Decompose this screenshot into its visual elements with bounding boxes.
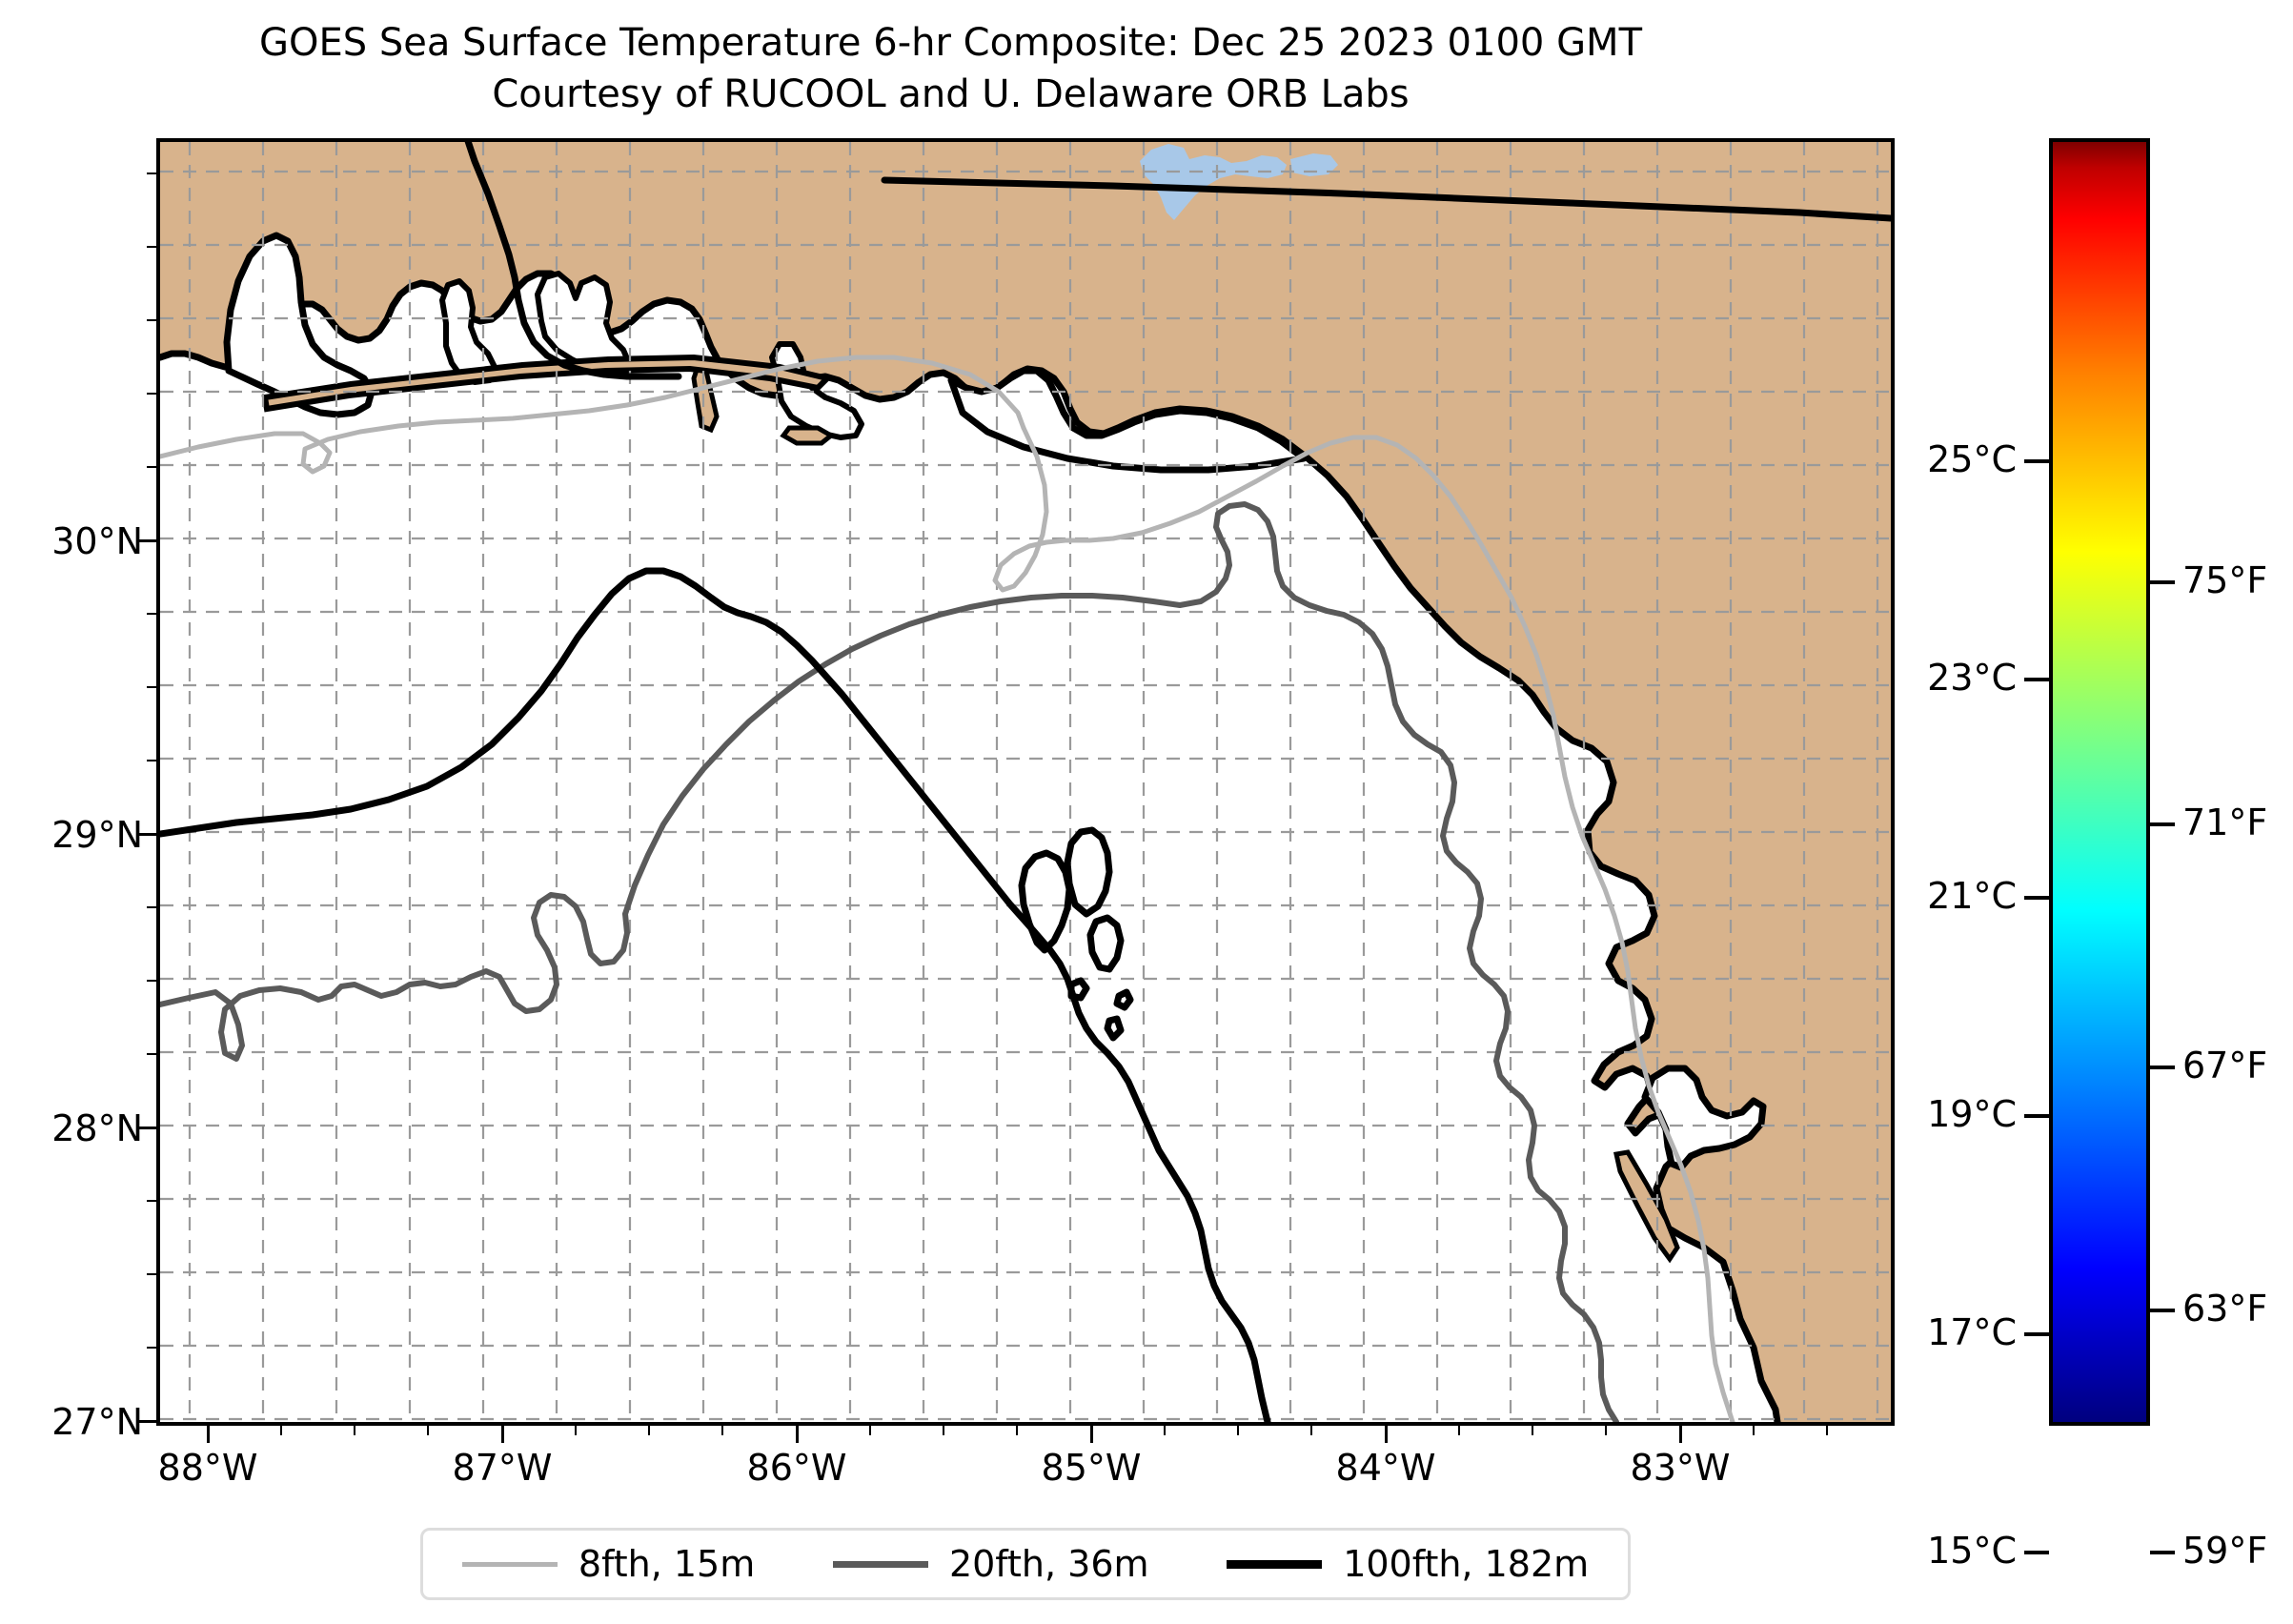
map-canvas bbox=[160, 142, 1891, 1422]
colorbar[interactable] bbox=[2024, 138, 2175, 1554]
cbar-label-19c: 19°C bbox=[1927, 1093, 2017, 1135]
cbar-tick-71f bbox=[2150, 822, 2175, 826]
water-tampa-bay bbox=[1641, 1065, 1767, 1171]
y-tick-label-28n: 28°N bbox=[51, 1107, 143, 1149]
cbar-label-23c: 23°C bbox=[1927, 657, 2017, 699]
isobath-100fth-shelfbreak bbox=[160, 567, 1271, 1422]
colorbar-gradient bbox=[2049, 138, 2150, 1426]
x-tick-label-86w: 86°W bbox=[746, 1447, 847, 1489]
legend-item-8fth[interactable]: 8fth, 15m bbox=[461, 1543, 756, 1585]
cbar-tick-17c bbox=[2024, 1332, 2049, 1336]
title-line-2: Courtesy of RUCOOL and U. Delaware ORB L… bbox=[492, 72, 1410, 116]
isobath-100fth-layer bbox=[160, 142, 1891, 1422]
legend-line-8fth-icon bbox=[461, 1561, 558, 1567]
isobath-100fth-middlegrounds-c bbox=[1086, 914, 1125, 973]
legend-item-20fth[interactable]: 20fth, 36m bbox=[832, 1543, 1149, 1585]
legend-label-8fth: 8fth, 15m bbox=[578, 1543, 756, 1585]
cbar-tick-21c bbox=[2024, 896, 2049, 900]
lake-seminole-arm bbox=[1290, 153, 1338, 176]
isobath-100fth-middlegrounds-b bbox=[1064, 826, 1113, 918]
cbar-tick-19c bbox=[2024, 1114, 2049, 1118]
x-tick-label-84w: 84°W bbox=[1335, 1447, 1436, 1489]
y-tick-label-27n: 27°N bbox=[51, 1401, 143, 1443]
cbar-tick-67f bbox=[2150, 1066, 2175, 1069]
land-island-st-vincent bbox=[780, 425, 836, 446]
cbar-tick-15c bbox=[2024, 1551, 2049, 1554]
lake-seminole bbox=[1140, 144, 1287, 220]
gridlines bbox=[160, 142, 1891, 1422]
bathymetry-legend[interactable]: 8fth, 15m 20fth, 36m 100fth, 182m bbox=[420, 1528, 1631, 1600]
legend-line-20fth-icon bbox=[832, 1560, 928, 1568]
isobath-100fth-mg-dot2 bbox=[1113, 988, 1134, 1011]
isobath-100fth-toprail bbox=[881, 176, 1891, 222]
cbar-tick-25c bbox=[2024, 459, 2049, 463]
cbar-label-17c: 17°C bbox=[1927, 1311, 2017, 1353]
cbar-label-25c: 25°C bbox=[1927, 438, 2017, 480]
cbar-tick-23c bbox=[2024, 678, 2049, 681]
cbar-label-59f: 59°F bbox=[2182, 1530, 2268, 1572]
isobath-100fth-mg-dot1 bbox=[1067, 977, 1090, 1002]
title-line-1: GOES Sea Surface Temperature 6-hr Compos… bbox=[258, 21, 1643, 65]
x-tick-label-88w: 88°W bbox=[157, 1447, 258, 1489]
isobath-8fth-bigbend bbox=[992, 425, 1735, 1422]
isobath-100fth-middlegrounds-a bbox=[1018, 849, 1073, 954]
cbar-label-67f: 67°F bbox=[2182, 1045, 2268, 1086]
cbar-label-21c: 21°C bbox=[1927, 875, 2017, 917]
cbar-label-63f: 63°F bbox=[2182, 1288, 2268, 1330]
cbar-label-71f: 71°F bbox=[2182, 802, 2268, 843]
map-plot-area[interactable] bbox=[156, 138, 1895, 1426]
cbar-label-75f: 75°F bbox=[2182, 559, 2268, 601]
x-tick-label-87w: 87°W bbox=[452, 1447, 553, 1489]
isobath-20fth-west bbox=[160, 892, 630, 1062]
water-apalachee-bay bbox=[947, 367, 1308, 474]
isobath-100fth-mg-dot3 bbox=[1104, 1015, 1125, 1042]
isobath-8fth-west bbox=[160, 355, 1026, 475]
land-layer bbox=[160, 142, 1891, 1422]
isobath-20fth-layer bbox=[160, 501, 1619, 1422]
x-tick-label-85w: 85°W bbox=[1041, 1447, 1142, 1489]
chart-title: GOES Sea Surface Temperature 6-hr Compos… bbox=[0, 17, 1901, 120]
lake-layer bbox=[1140, 144, 1338, 220]
y-tick-label-30n: 30°N bbox=[51, 520, 143, 562]
y-tick-label-29n: 29°N bbox=[51, 814, 143, 856]
cbar-tick-63f bbox=[2150, 1309, 2175, 1312]
legend-item-100fth[interactable]: 100fth, 182m bbox=[1227, 1543, 1589, 1585]
cbar-label-15c: 15°C bbox=[1927, 1530, 2017, 1572]
cbar-tick-75f bbox=[2150, 580, 2175, 584]
isobath-100fth-north bbox=[464, 142, 682, 380]
cbar-tick-59f bbox=[2150, 1551, 2175, 1554]
x-tick-label-83w: 83°W bbox=[1630, 1447, 1731, 1489]
legend-label-20fth: 20fth, 36m bbox=[948, 1543, 1149, 1585]
land-barrier-islands bbox=[261, 354, 833, 413]
legend-line-100fth-icon bbox=[1227, 1559, 1323, 1569]
legend-label-100fth: 100fth, 182m bbox=[1343, 1543, 1590, 1585]
isobath-20fth-main bbox=[622, 501, 1619, 1422]
isobath-8fth-layer bbox=[160, 355, 1735, 1422]
